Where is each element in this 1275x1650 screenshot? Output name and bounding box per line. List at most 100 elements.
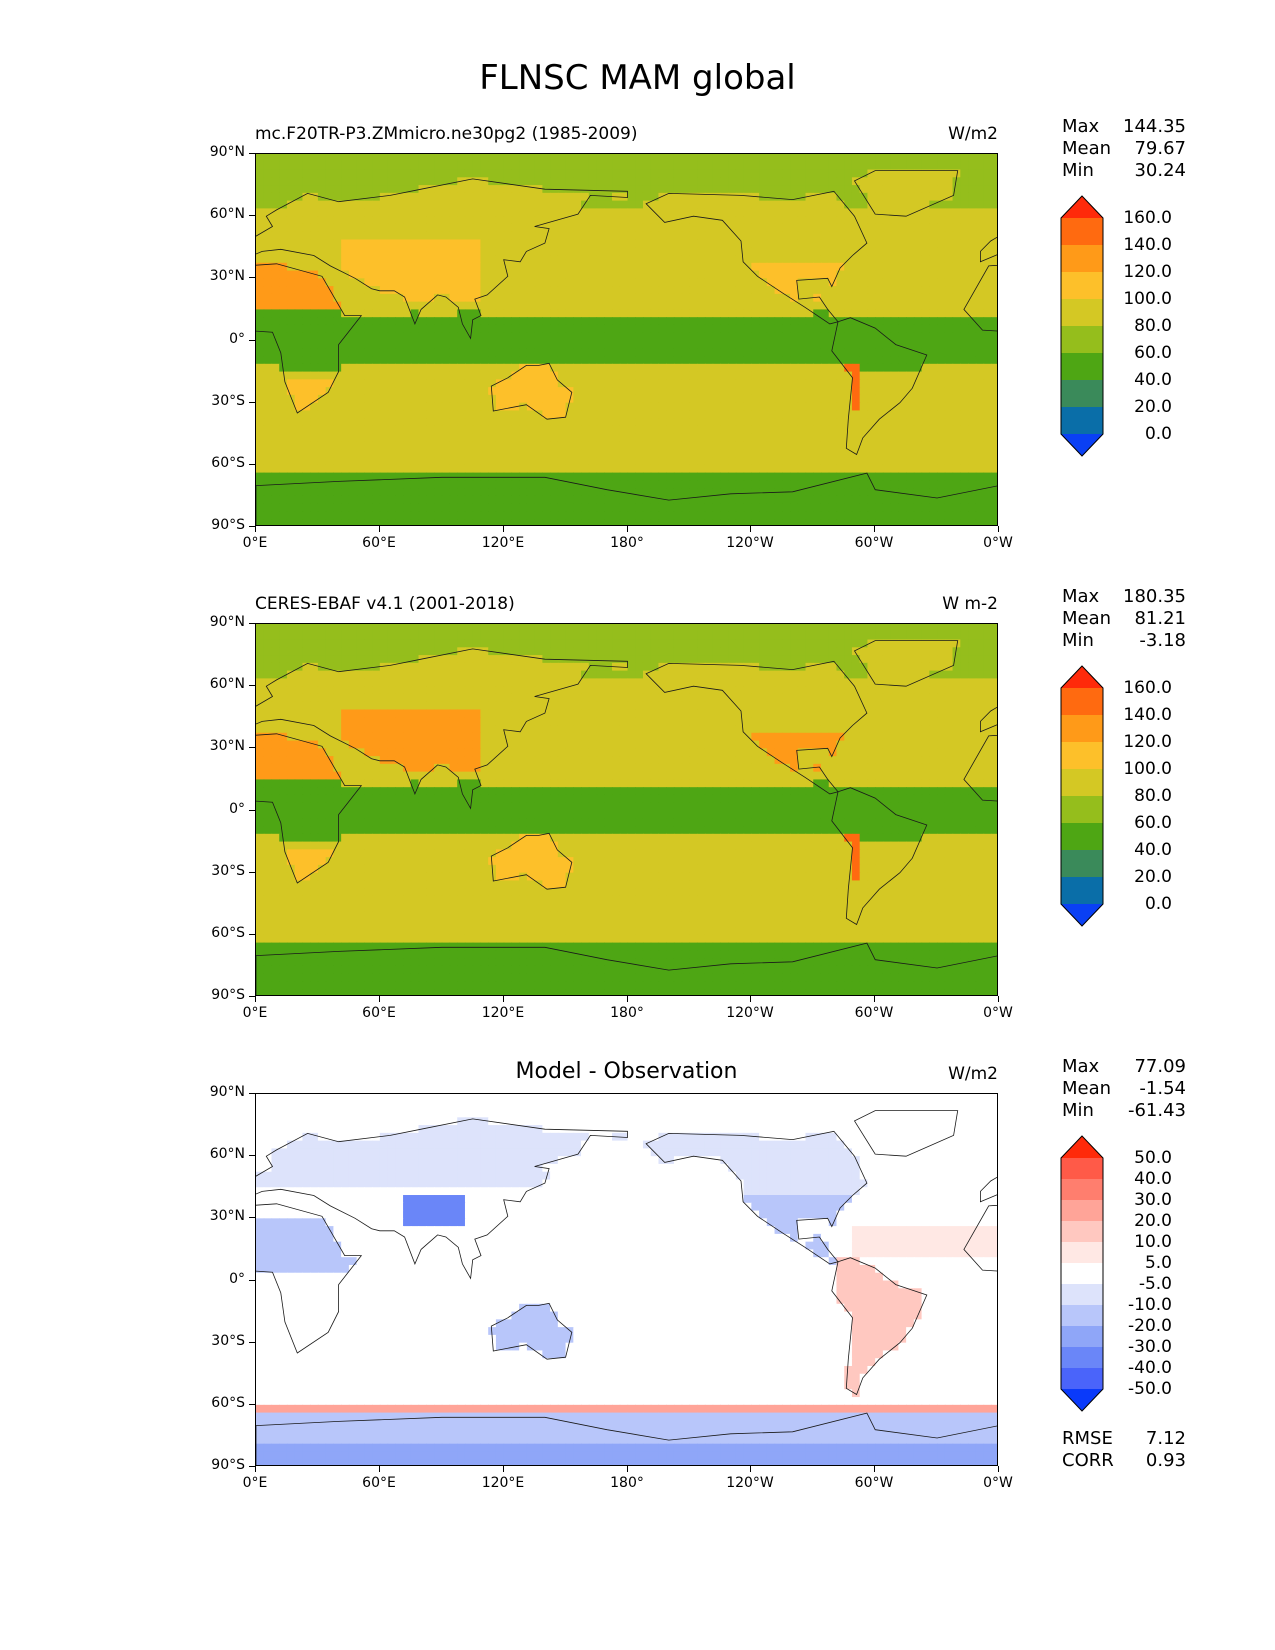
grid-cell	[813, 631, 822, 641]
grid-cell	[898, 379, 907, 388]
grid-cell	[929, 624, 938, 633]
grid-cell	[898, 216, 907, 225]
grid-cell	[286, 480, 296, 489]
grid-cell	[937, 402, 946, 412]
colorbar-tick-label: 0.0	[1144, 424, 1172, 444]
grid-cell	[526, 387, 536, 396]
grid-cell	[960, 425, 969, 435]
grid-cell	[712, 394, 721, 404]
grid-cell	[310, 216, 319, 225]
grid-cell	[743, 624, 752, 633]
grid-cell	[472, 247, 482, 256]
grid-cell	[325, 301, 334, 311]
grid-cell	[681, 255, 691, 264]
grid-cell	[464, 394, 474, 404]
grid-cell	[403, 631, 412, 641]
grid-cell	[356, 519, 365, 525]
grid-cell	[968, 301, 977, 311]
grid-cell	[503, 309, 513, 318]
grid-cell	[681, 631, 691, 641]
grid-cell	[488, 239, 497, 248]
grid-cell	[317, 457, 327, 466]
grid-cell	[712, 480, 721, 489]
grid-cell	[968, 270, 977, 279]
grid-cell	[906, 185, 915, 194]
grid-cell	[875, 239, 884, 248]
grid-cell	[751, 425, 760, 435]
grid-cell	[720, 379, 729, 388]
grid-cell	[449, 495, 458, 505]
grid-cell	[782, 441, 791, 450]
grid-cell	[712, 192, 721, 202]
grid-cell	[813, 278, 822, 287]
grid-cell	[952, 511, 961, 520]
grid-cell	[774, 262, 783, 272]
grid-cell	[704, 348, 714, 357]
grid-cell	[867, 255, 876, 264]
grid-cell	[364, 356, 373, 365]
grid-cell	[658, 223, 667, 233]
grid-cell	[766, 464, 776, 474]
grid-cell	[666, 169, 675, 178]
grid-cell	[720, 441, 729, 450]
grid-cell	[573, 208, 582, 217]
grid-cell	[712, 457, 721, 466]
grid-cell	[317, 495, 327, 505]
grid-cell	[348, 495, 358, 505]
grid-cell	[650, 519, 660, 525]
grid-cell	[612, 185, 621, 194]
grid-cell	[828, 480, 838, 489]
grid-cell	[310, 472, 319, 481]
grid-cell	[403, 223, 412, 233]
grid-cell	[875, 192, 884, 202]
grid-cell	[991, 192, 997, 202]
grid-cell	[759, 278, 768, 287]
grid-cell	[875, 293, 884, 303]
grid-cell	[681, 332, 691, 342]
grid-cell	[604, 519, 613, 525]
grid-cell	[526, 410, 536, 419]
grid-cell	[875, 480, 884, 489]
grid-cell	[526, 464, 536, 474]
grid-cell	[851, 356, 861, 365]
grid-cell	[759, 348, 768, 357]
grid-cell	[426, 410, 435, 419]
grid-cell	[581, 495, 590, 505]
grid-cell	[457, 301, 466, 311]
grid-cell	[991, 239, 997, 248]
grid-cell	[488, 340, 497, 349]
grid-cell	[395, 247, 404, 256]
grid-cell	[434, 270, 443, 279]
grid-cell	[751, 348, 760, 357]
grid-cell	[983, 624, 992, 633]
grid-cell	[882, 394, 892, 404]
grid-cell	[944, 472, 954, 481]
grid-cell	[418, 301, 427, 311]
grid-cell	[581, 185, 590, 194]
grid-cell	[766, 161, 776, 171]
grid-cell	[519, 301, 528, 311]
grid-cell	[286, 223, 296, 233]
grid-cell	[844, 262, 853, 272]
grid-cell	[557, 293, 567, 303]
grid-cell	[573, 402, 582, 412]
grid-cell	[952, 379, 961, 388]
grid-cell	[434, 480, 443, 489]
grid-cell	[790, 402, 799, 412]
grid-cell	[666, 192, 675, 202]
grid-cell	[766, 185, 776, 194]
grid-cell	[534, 363, 543, 373]
grid-cell	[372, 293, 381, 303]
grid-cell	[550, 519, 559, 525]
grid-cell	[743, 169, 752, 178]
grid-cell	[875, 394, 884, 404]
grid-cell	[991, 503, 997, 513]
grid-cell	[588, 177, 598, 186]
grid-cell	[503, 255, 513, 264]
grid-cell	[573, 495, 582, 505]
grid-cell	[395, 239, 404, 248]
grid-cell	[859, 371, 869, 380]
grid-cell	[673, 340, 683, 349]
grid-cell	[836, 348, 845, 357]
grid-cell	[286, 418, 296, 427]
